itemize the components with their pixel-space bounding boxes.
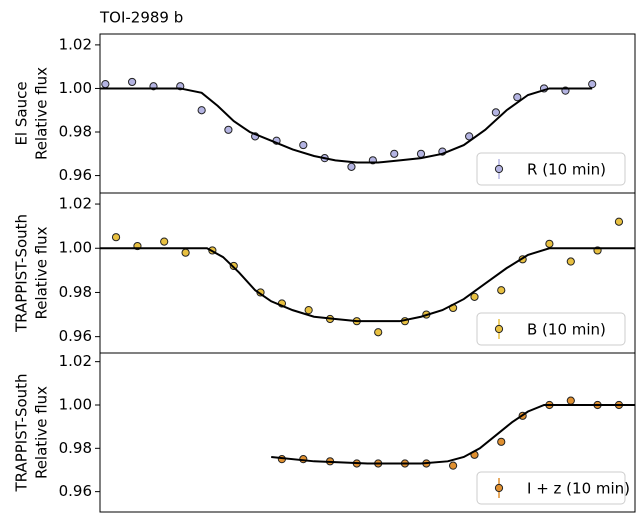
y-axis-label: Relative flux (33, 226, 51, 319)
data-point (181, 248, 190, 257)
y-tick-label: 0.98 (59, 283, 92, 301)
plot-frame (99, 352, 636, 513)
legend-marker (494, 483, 504, 493)
data-point (614, 217, 624, 226)
data-point (390, 149, 399, 158)
y-tick-label: 0.96 (59, 327, 92, 345)
y-tick-label: 1.02 (59, 195, 92, 213)
data-point (101, 79, 110, 89)
legend: R (10 min) (476, 152, 626, 186)
data-point (111, 233, 121, 242)
data-point (197, 106, 206, 115)
y-tick-label: 0.96 (59, 482, 92, 500)
y-tick-label: 1.02 (59, 35, 92, 53)
data-point (347, 162, 356, 171)
legend-box (476, 152, 626, 186)
data-point (566, 257, 575, 266)
legend-box (476, 312, 626, 346)
y-axis-label: TRAPPIST-South (13, 214, 31, 333)
legend-marker (494, 324, 504, 334)
y-axis-label: TRAPPIST-South (13, 373, 31, 492)
data-point (160, 237, 169, 246)
data-point (229, 261, 238, 271)
data-point (374, 328, 383, 337)
y-tick-label: 1.00 (59, 239, 92, 257)
data-point (513, 93, 522, 102)
legend-box (476, 471, 626, 505)
data-point (224, 125, 233, 134)
model-line (100, 247, 635, 323)
y-tick-label: 0.98 (59, 439, 92, 457)
y-tick-label: 0.96 (59, 166, 92, 184)
data-point (497, 437, 506, 446)
y-tick-label: 0.98 (59, 123, 92, 141)
data-point (497, 286, 506, 295)
legend-marker (494, 164, 504, 174)
data-point (545, 239, 554, 248)
data-point (304, 306, 313, 315)
data-point (566, 396, 575, 405)
legend: I + z (10 min) (476, 471, 630, 505)
y-tick-label: 1.02 (59, 352, 92, 370)
y-tick-label: 1.00 (59, 395, 92, 413)
y-tick-label: 1.00 (59, 79, 92, 97)
legend-label: B (10 min) (527, 321, 606, 339)
data-point (470, 292, 479, 301)
y-axis-label: Relative flux (33, 67, 51, 160)
data-point (128, 77, 137, 87)
legend-label: I + z (10 min) (527, 480, 630, 498)
model-line (271, 403, 635, 465)
chart-title: TOI-2989 b (99, 9, 183, 27)
data-point (416, 149, 426, 158)
data-point (299, 140, 308, 150)
data-point (588, 79, 597, 89)
model-line (100, 87, 593, 164)
data-point (491, 108, 500, 117)
data-point (449, 461, 458, 470)
y-axis-label: Relative flux (33, 386, 51, 479)
legend: B (10 min) (476, 312, 626, 346)
legend-label: R (10 min) (527, 161, 606, 179)
data-point (465, 132, 474, 141)
y-axis-label: El Sauce (13, 81, 31, 145)
